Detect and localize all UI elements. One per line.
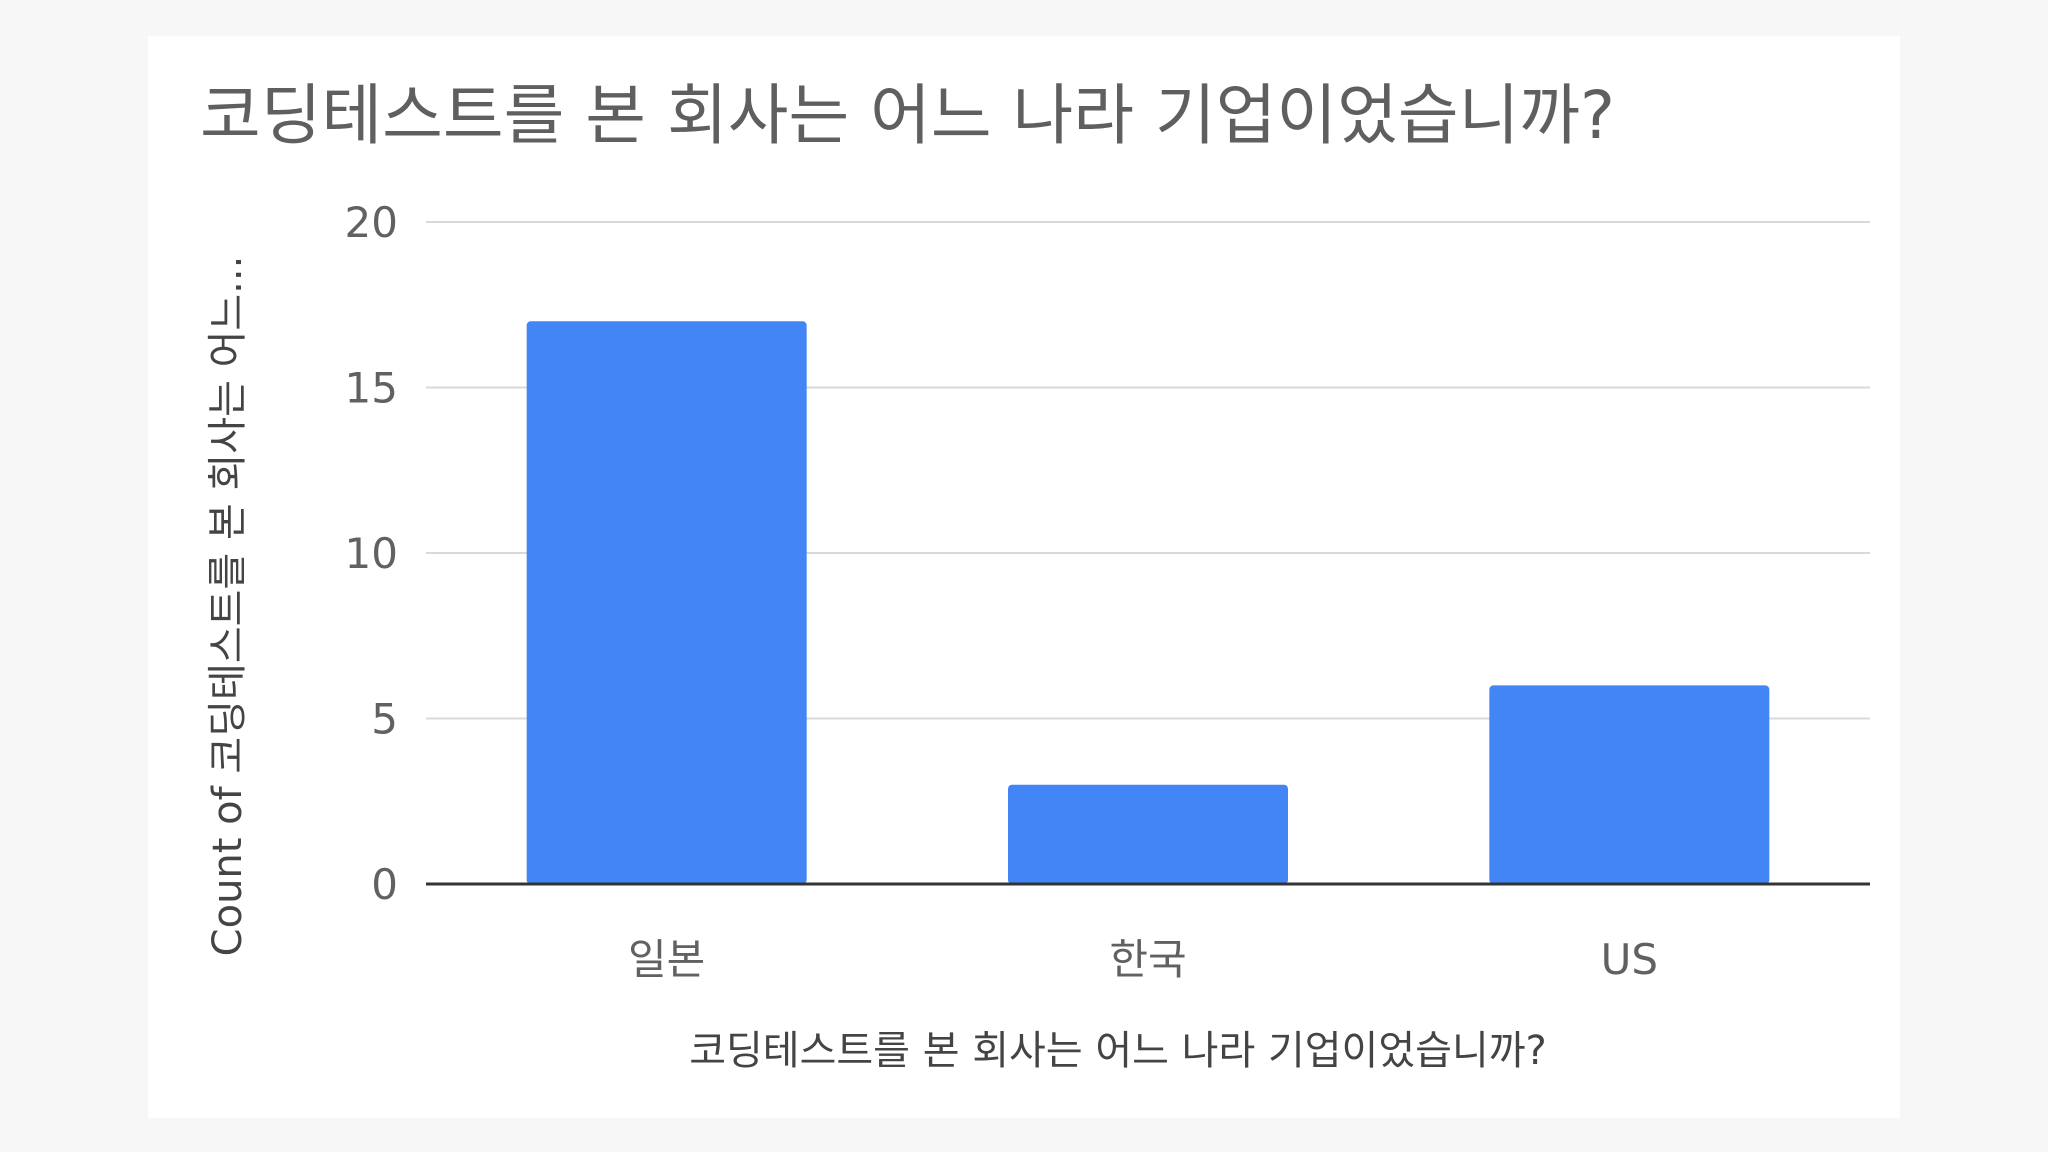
x-category-labels: 일본 한국 US bbox=[628, 935, 1658, 984]
x-category-label: 한국 bbox=[1109, 935, 1186, 984]
bar-한국[interactable] bbox=[1008, 784, 1288, 884]
chart-card: 코딩테스트를 본 회사는 어느 나라 기업이었습니까? Count of 코딩테… bbox=[148, 36, 1900, 1118]
chart-title: 코딩테스트를 본 회사는 어느 나라 기업이었습니까? bbox=[200, 77, 1616, 154]
x-category-label: US bbox=[1601, 935, 1658, 984]
bar-일본[interactable] bbox=[526, 321, 807, 884]
bar-chart: 0 5 10 15 20 일본 한국 US bbox=[345, 198, 1870, 984]
x-axis-label: 코딩테스트를 본 회사는 어느 나라 기업이었습니까? bbox=[689, 1028, 1547, 1074]
y-tick-label: 15 bbox=[345, 364, 398, 413]
x-category-label: 일본 bbox=[628, 935, 705, 984]
y-tick-label: 10 bbox=[345, 529, 398, 578]
y-tick-label: 5 bbox=[371, 695, 398, 744]
y-tick-label: 0 bbox=[371, 860, 398, 909]
bars bbox=[526, 321, 1770, 884]
y-tick-labels: 0 5 10 15 20 bbox=[345, 198, 398, 909]
bar-US[interactable] bbox=[1489, 685, 1770, 884]
y-tick-label: 20 bbox=[345, 198, 398, 247]
